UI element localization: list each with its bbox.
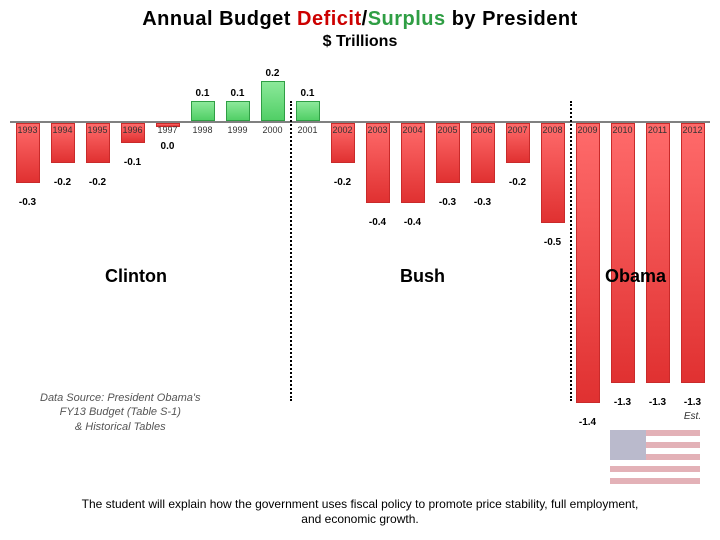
president-label-obama: Obama	[605, 266, 666, 287]
chart-title: Annual Budget Deficit/Surplus by Preside…	[0, 0, 720, 31]
year-label-2008: 2008	[542, 125, 562, 135]
year-label-2004: 2004	[402, 125, 422, 135]
value-label-1996: -0.1	[124, 157, 141, 168]
est-label: Est.	[684, 411, 701, 422]
bar-2004	[401, 123, 425, 203]
value-label-2008: -0.5	[544, 237, 561, 248]
flag-decoration	[610, 430, 700, 490]
caption-text: The student will explain how the governm…	[0, 497, 720, 528]
year-label-2011: 2011	[648, 125, 667, 135]
value-label-2004: -0.4	[404, 217, 421, 228]
bar-slot-2003: 2003 -0.4	[360, 61, 395, 401]
bar-2011	[646, 123, 670, 383]
value-label-2012: -1.3	[684, 397, 701, 408]
title-suffix: by President	[446, 8, 578, 30]
value-label-1994: -0.2	[54, 177, 71, 188]
year-label-1993: 1993	[17, 125, 37, 135]
bar-slot-2004: 2004 -0.4	[395, 61, 430, 401]
value-label-1999: 0.1	[231, 88, 245, 99]
value-label-2005: -0.3	[439, 197, 456, 208]
bar-2010	[611, 123, 635, 383]
title-prefix: Annual Budget	[142, 8, 297, 30]
president-label-clinton: Clinton	[105, 266, 167, 287]
year-label-1995: 1995	[87, 125, 107, 135]
bar-2003	[366, 123, 390, 203]
flag-icon	[610, 430, 700, 490]
bar-slot-2000: 2000 0.2	[255, 61, 290, 401]
value-label-1995: -0.2	[89, 177, 106, 188]
value-label-2003: -0.4	[369, 217, 386, 228]
source-line-3: & Historical Tables	[40, 420, 200, 434]
value-label-2011: -1.3	[649, 397, 666, 408]
bar-slot-2007: 2007 -0.2	[500, 61, 535, 401]
bar-slot-2002: 2002 -0.2	[325, 61, 360, 401]
bar-slot-1996: 1996 -0.1	[115, 61, 150, 401]
bar-slot-2006: 2006 -0.3	[465, 61, 500, 401]
bar-2008	[541, 123, 565, 223]
year-label-2002: 2002	[332, 125, 352, 135]
year-label-2001: 2001	[297, 125, 317, 135]
bar-2000	[261, 81, 285, 121]
year-label-2005: 2005	[437, 125, 457, 135]
year-label-1997: 1997	[157, 125, 177, 135]
value-label-1997: 0.0	[161, 141, 175, 152]
bar-slot-2009: 2009-1.4	[570, 61, 605, 401]
value-label-2002: -0.2	[334, 177, 351, 188]
bar-2009	[576, 123, 600, 403]
bar-slot-1997: 1997 0.0	[150, 61, 185, 401]
bar-slot-2008: 2008 -0.5	[535, 61, 570, 401]
bar-slot-1993: 1993 -0.3	[10, 61, 45, 401]
value-label-2001: 0.1	[301, 88, 315, 99]
source-line-2: FY13 Budget (Table S-1)	[40, 405, 200, 419]
bar-slot-2011: 2011-1.3	[640, 61, 675, 401]
year-label-1998: 1998	[192, 125, 212, 135]
year-label-2007: 2007	[507, 125, 527, 135]
bar-1998	[191, 101, 215, 121]
value-label-1993: -0.3	[19, 197, 36, 208]
chart-area: 1993-0.31994-0.21995-0.21996-0.119970.01…	[10, 61, 710, 401]
year-label-1996: 1996	[122, 125, 142, 135]
year-label-2010: 2010	[612, 125, 632, 135]
president-divider-1	[570, 101, 572, 401]
source-line-1: Data Source: President Obama's	[40, 391, 200, 405]
bar-2012	[681, 123, 705, 383]
bars-container: 1993-0.31994-0.21995-0.21996-0.119970.01…	[10, 61, 710, 401]
title-deficit: Deficit	[297, 8, 362, 30]
value-label-2009: -1.4	[579, 417, 596, 428]
bar-slot-2010: 2010-1.3	[605, 61, 640, 401]
year-label-2009: 2009	[577, 125, 597, 135]
chart-subtitle: $ Trillions	[0, 33, 720, 51]
year-label-2006: 2006	[472, 125, 492, 135]
value-label-2010: -1.3	[614, 397, 631, 408]
value-label-2006: -0.3	[474, 197, 491, 208]
bar-slot-2012: 2012-1.3Est.	[675, 61, 710, 401]
year-label-2000: 2000	[262, 125, 282, 135]
bar-slot-2001: 2001 0.1	[290, 61, 325, 401]
data-source: Data Source: President Obama's FY13 Budg…	[40, 391, 200, 434]
bar-1999	[226, 101, 250, 121]
value-label-2000: 0.2	[266, 68, 280, 79]
value-label-2007: -0.2	[509, 177, 526, 188]
year-label-1999: 1999	[227, 125, 247, 135]
bar-slot-1999: 1999 0.1	[220, 61, 255, 401]
bar-slot-2005: 2005 -0.3	[430, 61, 465, 401]
year-label-1994: 1994	[52, 125, 72, 135]
president-label-bush: Bush	[400, 266, 445, 287]
value-label-1998: 0.1	[196, 88, 210, 99]
bar-slot-1998: 1998 0.1	[185, 61, 220, 401]
bar-slot-1994: 1994 -0.2	[45, 61, 80, 401]
bar-slot-1995: 1995 -0.2	[80, 61, 115, 401]
bar-2001	[296, 101, 320, 121]
president-divider-0	[290, 101, 292, 401]
year-label-2012: 2012	[682, 125, 702, 135]
year-label-2003: 2003	[367, 125, 387, 135]
title-surplus: Surplus	[368, 8, 446, 30]
